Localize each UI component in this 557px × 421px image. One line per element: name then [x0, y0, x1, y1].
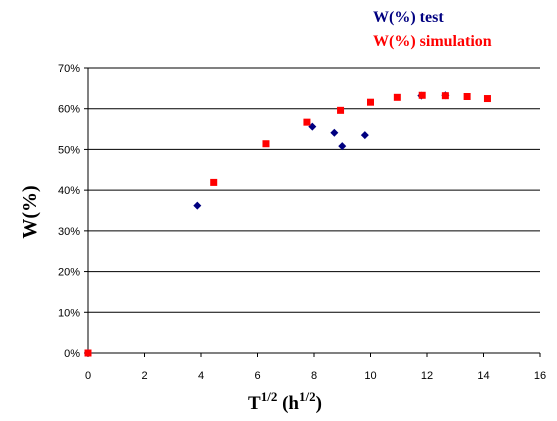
data-point-test-1	[193, 201, 202, 210]
data-point-simulation-4	[337, 106, 345, 114]
legend-entry-test: W(%) test	[373, 9, 444, 26]
y-tick-label-1: 10%	[58, 307, 80, 319]
data-point-simulation-10	[483, 95, 491, 103]
data-point-test-3	[330, 128, 339, 137]
y-tick-labels: 0% 10% 20% 30% 40% 50% 60% 70%	[58, 63, 88, 360]
x-axis-title-unit-close: )	[316, 393, 322, 414]
data-point-simulation-8	[441, 92, 449, 100]
y-tick-label-2: 20%	[58, 267, 80, 279]
y-tick-label-0: 0%	[64, 348, 80, 360]
data-points	[84, 91, 491, 357]
x-tick-label-3: 6	[254, 370, 260, 382]
x-tick-label-4: 8	[311, 370, 317, 382]
data-point-simulation-7	[418, 91, 426, 99]
data-point-simulation-2	[262, 140, 270, 148]
legend-entry-simulation: W(%) simulation	[373, 33, 492, 50]
x-tick-label-0: 0	[85, 370, 91, 382]
x-tick-label-2: 4	[198, 370, 204, 382]
x-axis-title-unit-sup: 1/2	[299, 389, 316, 404]
data-point-simulation-3	[303, 118, 311, 126]
x-axis-title-unit: (h	[277, 393, 299, 414]
x-tick-label-6: 12	[421, 370, 433, 382]
x-tick-label-8: 16	[534, 370, 546, 382]
x-axis-title-base: T	[248, 393, 261, 414]
gridlines	[88, 67, 540, 313]
data-point-test-5	[360, 131, 369, 140]
y-tick-label-5: 50%	[58, 144, 80, 156]
data-point-simulation-0	[84, 349, 92, 357]
x-axis-title: T1/2 (h1/2)	[248, 389, 322, 414]
legend: W(%) test W(%) simulation	[373, 9, 492, 50]
y-tick-label-3: 30%	[58, 226, 80, 238]
x-tick-label-7: 14	[477, 370, 489, 382]
data-point-test-4	[338, 142, 347, 151]
data-point-simulation-5	[367, 98, 374, 106]
x-tick-label-1: 2	[141, 370, 147, 382]
x-tick-label-5: 10	[364, 370, 376, 382]
axes	[87, 68, 540, 354]
data-point-simulation-1	[210, 178, 218, 186]
y-tick-label-6: 60%	[58, 104, 80, 116]
y-axis-title: W(%)	[19, 185, 41, 238]
y-tick-label-4: 40%	[58, 185, 80, 197]
x-tick-labels: 0 2 4 6 8 10 12 14 16	[85, 353, 546, 382]
data-point-simulation-9	[463, 93, 471, 100]
y-tick-label-7: 70%	[58, 63, 80, 75]
data-point-simulation-6	[393, 93, 401, 101]
x-axis-title-sup: 1/2	[261, 389, 278, 404]
